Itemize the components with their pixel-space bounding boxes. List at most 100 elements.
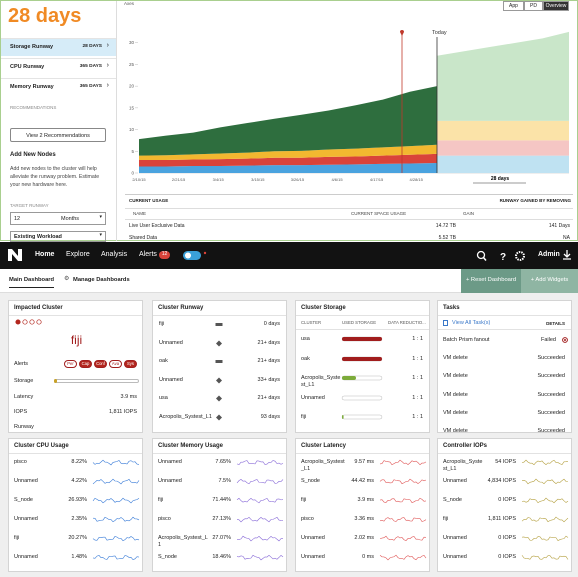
runway-icon <box>216 395 222 402</box>
row-label: VM delete <box>443 409 468 416</box>
x-tick-label: 2/21/15 <box>172 177 186 182</box>
row-value: Succeeded <box>537 428 565 433</box>
row-value: 93 days <box>260 414 280 420</box>
nav-item[interactable]: Explore <box>66 251 90 258</box>
target-input[interactable]: 12 Months ▾ <box>10 212 106 225</box>
row-label: fiji <box>301 414 307 420</box>
nav-item[interactable]: Alerts <box>139 251 157 258</box>
chart-tab[interactable]: App <box>503 1 524 11</box>
manage-dashboards[interactable]: Manage Dashboards <box>73 277 130 283</box>
logo <box>8 249 22 261</box>
today-label: Today <box>432 30 447 36</box>
widget-title: Cluster Runway <box>158 305 204 311</box>
sparkline-path <box>379 459 427 466</box>
sparkline <box>92 516 140 523</box>
row-label: Unnamed <box>301 394 325 401</box>
sparkline <box>236 535 284 542</box>
chart-tab[interactable]: PD <box>524 1 543 11</box>
sparkline-path <box>236 516 284 523</box>
col-sep <box>125 219 573 220</box>
sparkline-path <box>521 478 569 485</box>
row-value: 2.02 ms <box>354 535 374 541</box>
storage-bar-fill <box>54 379 57 383</box>
row-value: 1,811 IOPS <box>108 409 137 415</box>
widget: Cluster Memory Usage Unnamed 7.65% Unnamed 7… <box>152 438 287 572</box>
sparkline-path <box>379 517 427 522</box>
recommendations-button[interactable]: View 2 Recommendations <box>10 128 106 142</box>
alert-badge[interactable]: Cap <box>79 360 92 368</box>
tasks-details[interactable]: DETAILS <box>546 321 565 326</box>
runway-panel: 28 days Storage Runway 28 DAYS › CPU Runway 3… <box>0 0 578 242</box>
table-cell: NA <box>563 235 570 241</box>
row-label: Unnamed <box>443 554 467 560</box>
workload-value: Existing Workload <box>14 234 62 240</box>
row-value: 7.65% <box>215 459 231 465</box>
chart-tab[interactable]: Overview <box>543 1 569 11</box>
nav-item[interactable]: Home <box>35 251 55 258</box>
tasks-link[interactable]: View All Task(s) <box>452 320 491 326</box>
sparkline-path <box>379 535 427 542</box>
sparkline-path <box>92 478 140 485</box>
y-tick-label: 15 <box>129 105 135 110</box>
nav-item[interactable]: Analysis <box>101 251 128 258</box>
sparkline-path <box>92 516 140 523</box>
row-label: Unnamed <box>159 339 183 346</box>
alert-badge[interactable]: Conf <box>94 360 107 368</box>
row-label: Acropolis_Systest_L1 <box>301 375 341 388</box>
usage-bar <box>341 375 383 381</box>
alert-badge[interactable]: Ava <box>109 360 122 368</box>
chevron: › <box>106 82 109 89</box>
row-label: VM delete <box>443 355 468 362</box>
chevron: › <box>106 62 109 69</box>
y-tick-label: 5 <box>131 149 134 154</box>
row-label: Acropolis_Systest_L1 <box>159 414 212 420</box>
row-value: 3.9 ms <box>120 394 137 400</box>
runway-menu-item[interactable]: Storage Runway 28 DAYS › <box>1 38 116 56</box>
sparkline-path <box>521 497 569 504</box>
sparkline-path <box>92 555 140 561</box>
sparkline-path <box>92 536 140 542</box>
row-label: fiji <box>158 497 164 503</box>
axis-title: Axes <box>124 1 135 6</box>
alerts-badge[interactable]: 12 <box>159 251 170 259</box>
row-value: 3.36 ms <box>354 516 374 522</box>
add-widgets-button[interactable]: + Add Widgets <box>521 269 578 293</box>
bar-icon <box>215 360 223 364</box>
alert-badge[interactable]: Sys <box>124 360 137 368</box>
toggle-knob <box>185 252 191 259</box>
failed-icon <box>562 337 568 343</box>
row-label: S_node <box>443 497 462 503</box>
row-value: Succeeded <box>537 355 565 362</box>
dashboard-tab[interactable]: Main Dashboard <box>9 277 55 288</box>
row-label: Acropolis_Systest_L1 <box>443 459 483 472</box>
x-tick-label: 2/10/15 <box>132 177 146 182</box>
row-value: 0 days <box>263 321 280 327</box>
menu-value: 365 DAYS <box>79 84 102 89</box>
sidebar: 28 days Storage Runway 28 DAYS › CPU Runway 3… <box>1 1 117 242</box>
row-value: 27.13% <box>212 516 231 522</box>
gear-icon: ⚙ <box>64 276 70 282</box>
table-header: CURRENT USAGE <box>129 198 169 203</box>
usage-fill <box>342 356 382 361</box>
widget-title: Controller IOPs <box>443 443 488 449</box>
column-header: CLUSTER <box>301 320 322 325</box>
download-icon <box>563 250 571 260</box>
add-nodes-heading: Add New Nodes <box>10 152 56 158</box>
admin-menu[interactable]: Admin <box>538 251 560 258</box>
area-layer <box>437 120 569 141</box>
row-label: fiji <box>14 535 20 541</box>
sparkline-path <box>236 535 284 542</box>
row-value: Succeeded <box>537 409 565 416</box>
runway-menu-item[interactable]: CPU Runway 365 DAYS › <box>1 58 116 76</box>
target-label: TARGET RUNWAY <box>10 203 49 208</box>
sparkline <box>92 459 140 466</box>
table-cell: Shared Data <box>129 235 158 241</box>
runway-menu-item[interactable]: Memory Runway 365 DAYS › <box>1 78 116 96</box>
sparkline <box>521 497 569 504</box>
row-label: Acropolis_Systest_L1 <box>301 459 345 472</box>
row-value: 8.22% <box>71 459 87 465</box>
reset-button[interactable]: + Reset Dashboard <box>461 269 521 293</box>
menu-label: CPU Runway <box>10 64 45 70</box>
alert-badge[interactable]: Per <box>64 360 77 368</box>
workload-select[interactable]: Existing Workload ▾ <box>10 231 106 242</box>
